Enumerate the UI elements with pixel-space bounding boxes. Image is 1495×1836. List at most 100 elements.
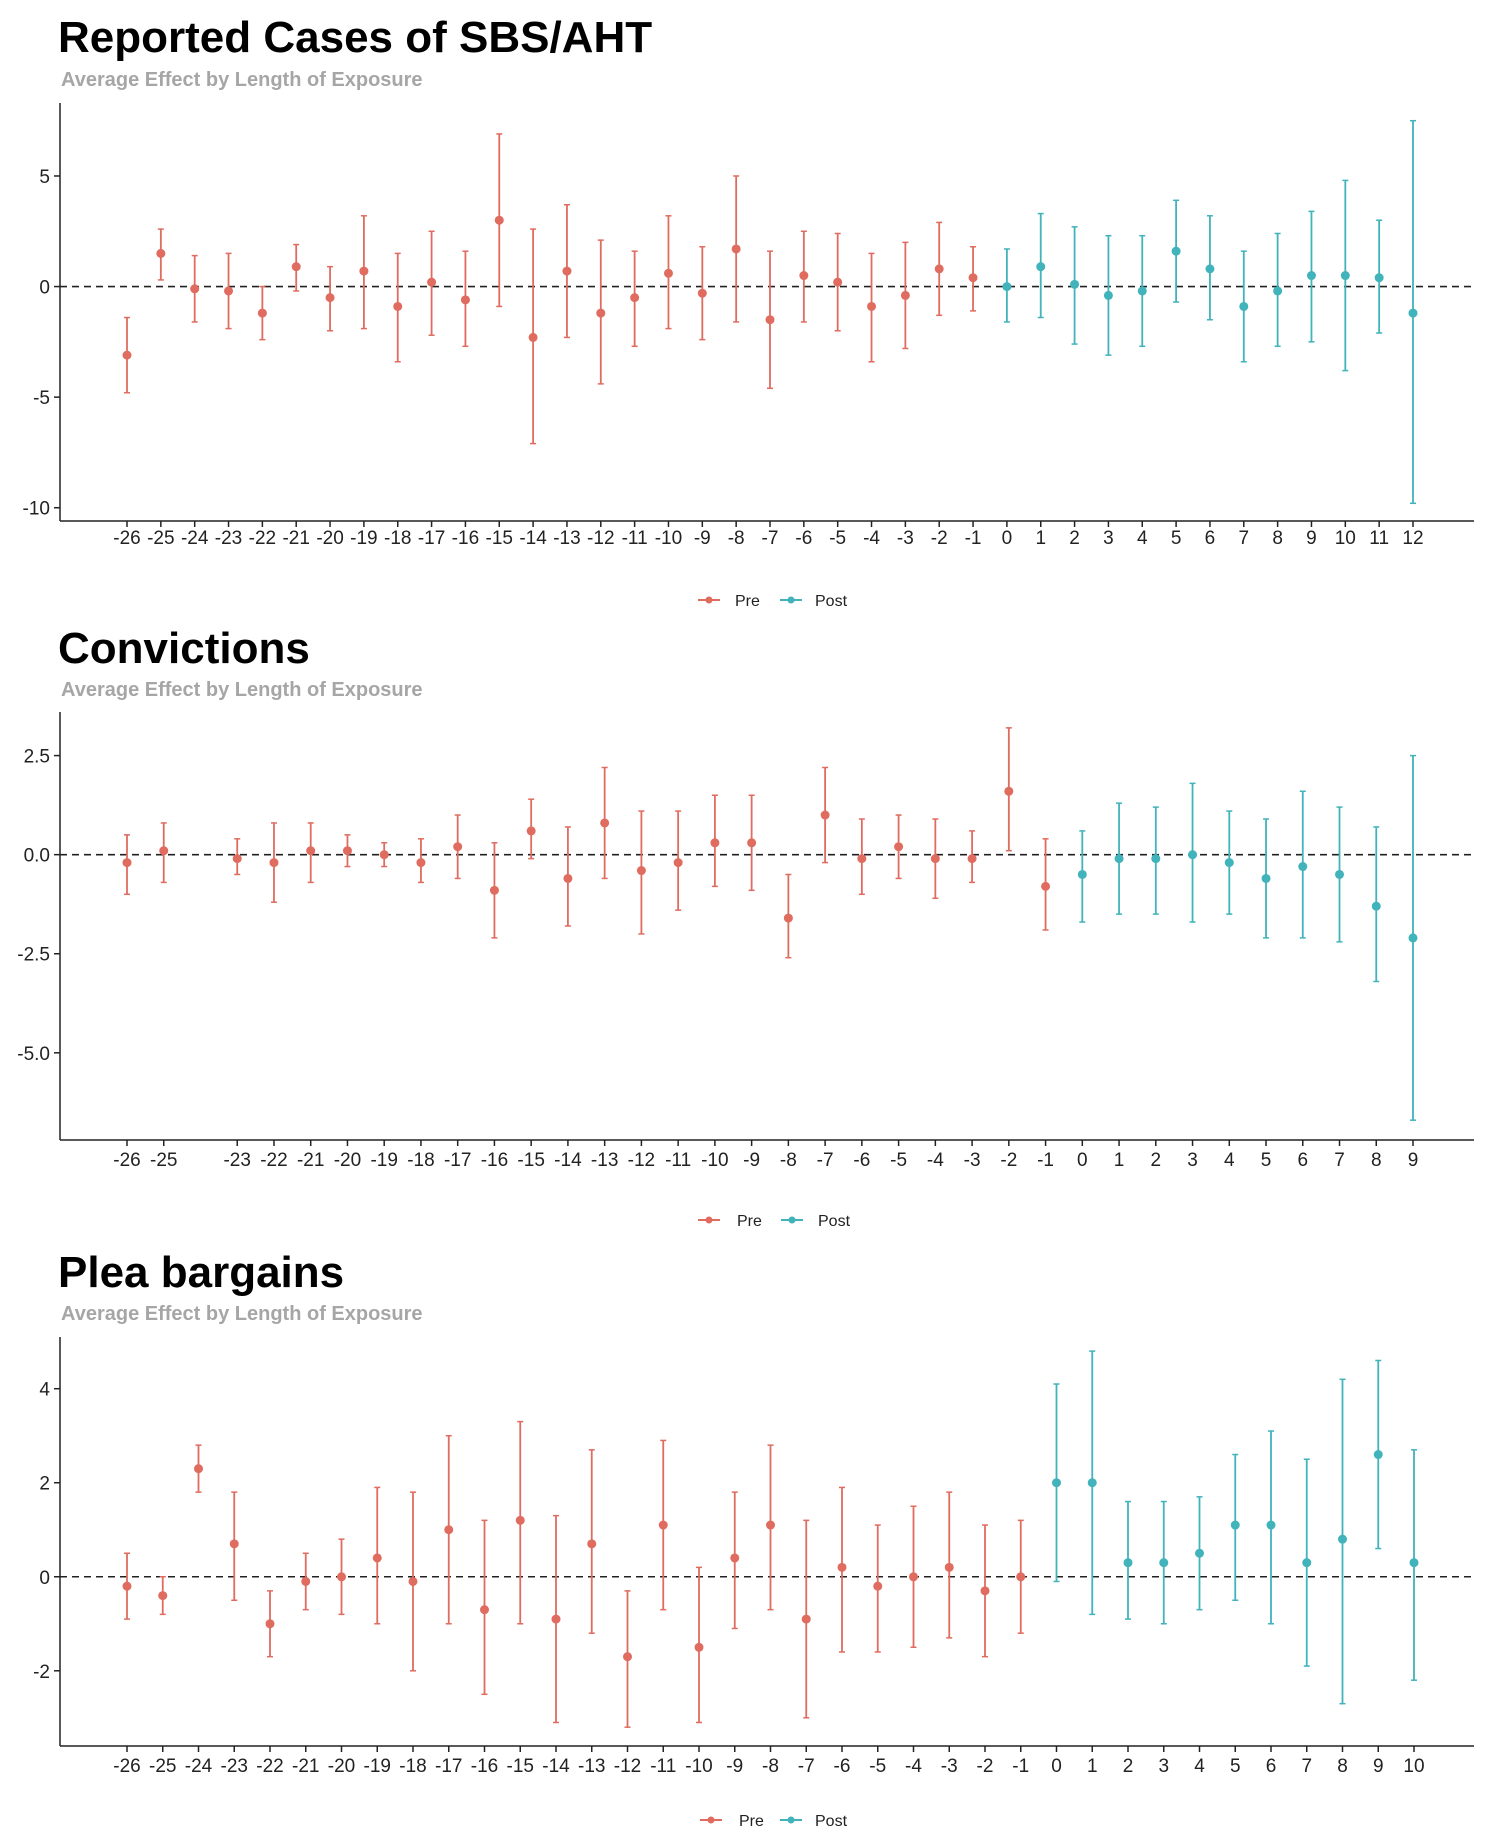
x-tick-label: 8 — [1272, 528, 1283, 549]
x-tick-label: 4 — [1194, 1756, 1205, 1777]
data-point — [1335, 869, 1345, 879]
x-tick-label: 1 — [1035, 528, 1046, 549]
data-point — [710, 838, 720, 848]
x-tick-label: 2 — [1123, 1756, 1134, 1777]
x-tick-label: -7 — [798, 1756, 815, 1777]
data-point — [194, 1464, 203, 1474]
data-point — [968, 273, 978, 283]
x-tick-label: -22 — [256, 1756, 283, 1777]
data-point — [900, 290, 910, 300]
data-point — [1002, 282, 1012, 292]
x-tick-label: 11 — [1369, 528, 1389, 549]
legend-post-marker — [787, 596, 795, 604]
chart-subtitle: Average Effect by Length of Exposure — [61, 69, 423, 91]
data-point — [427, 277, 437, 287]
x-tick-label: -10 — [685, 1756, 712, 1777]
x-tick-label: -1 — [1012, 1756, 1029, 1777]
x-tick-label: -3 — [941, 1756, 958, 1777]
x-tick-label: -3 — [964, 1150, 981, 1171]
y-tick-label: -10 — [23, 499, 50, 520]
x-tick-label: -8 — [762, 1756, 779, 1777]
x-tick-label: -17 — [418, 528, 445, 549]
data-point — [489, 885, 499, 895]
x-tick-label: -11 — [622, 528, 648, 549]
data-point — [1298, 862, 1308, 872]
data-point — [416, 858, 426, 868]
y-tick-label: 4 — [39, 1380, 50, 1401]
data-point — [444, 1525, 454, 1535]
x-tick-label: -15 — [486, 528, 513, 549]
x-tick-label: 0 — [1051, 1756, 1062, 1777]
x-tick-label: -20 — [316, 528, 343, 549]
data-point — [1137, 286, 1147, 296]
y-tick-label: 2.5 — [24, 747, 50, 768]
x-tick-label: 5 — [1171, 528, 1182, 549]
data-point — [934, 264, 944, 274]
y-tick-label: -2.5 — [17, 945, 50, 966]
chart-title: Reported Cases of SBS/AHT — [58, 13, 652, 62]
data-point — [122, 350, 132, 360]
data-point — [731, 244, 741, 254]
data-point — [1036, 262, 1046, 272]
x-tick-label: -23 — [215, 528, 242, 549]
data-point — [515, 1515, 525, 1525]
x-tick-label: -19 — [370, 1150, 397, 1171]
data-point — [1340, 271, 1350, 281]
x-tick-label: -1 — [965, 528, 982, 549]
data-point — [1306, 271, 1316, 281]
data-point — [1408, 933, 1418, 943]
x-tick-label: -26 — [113, 1150, 140, 1171]
x-tick-label: 8 — [1337, 1756, 1348, 1777]
series-post — [1002, 119, 1418, 505]
x-tick-label: -9 — [743, 1150, 760, 1171]
legend-post-marker — [788, 1216, 796, 1224]
plot-area: 2.50.0-2.5-5.0-26 -25 -23 -22 -21 -20 -19 -18 -1… — [17, 712, 1474, 1171]
x-tick-label: -7 — [762, 528, 779, 549]
x-tick-label: 3 — [1103, 528, 1114, 549]
data-point — [630, 293, 640, 303]
y-tick-label: -2 — [33, 1662, 50, 1683]
data-point — [663, 268, 673, 278]
data-point — [301, 1576, 311, 1586]
chart-subtitle: Average Effect by Length of Exposure — [61, 1303, 423, 1325]
data-point — [257, 308, 267, 318]
x-tick-label: -14 — [554, 1150, 582, 1171]
data-point — [269, 858, 279, 868]
data-point — [1224, 858, 1234, 868]
data-point — [944, 1562, 954, 1572]
data-point — [1195, 1548, 1204, 1558]
legend-label-post: Post — [815, 1813, 848, 1830]
legend-label-post: Post — [818, 1213, 851, 1230]
x-tick-label: -7 — [817, 1150, 834, 1171]
x-tick-label: 10 — [1403, 1756, 1424, 1777]
x-tick-label: -19 — [364, 1756, 391, 1777]
x-tick-label: -26 — [113, 528, 140, 549]
legend-pre-marker — [705, 596, 713, 604]
x-tick-label: -4 — [905, 1756, 922, 1777]
x-tick-label: 9 — [1306, 528, 1317, 549]
y-tick-label: 5 — [39, 167, 50, 188]
data-point — [526, 826, 536, 836]
data-point — [1114, 854, 1124, 864]
legend-pre-marker — [707, 1816, 715, 1824]
x-tick-label: 6 — [1297, 1150, 1308, 1171]
x-tick-label: 8 — [1371, 1150, 1382, 1171]
data-point — [122, 858, 132, 868]
data-point — [801, 1614, 811, 1624]
data-point — [159, 846, 169, 856]
chart-title: Plea bargains — [58, 1248, 344, 1297]
x-tick-label: -18 — [407, 1150, 434, 1171]
x-tick-label: -4 — [927, 1150, 944, 1171]
data-point — [265, 1619, 275, 1629]
series-pre — [122, 727, 1051, 959]
data-point — [1205, 264, 1215, 274]
x-tick-label: -11 — [650, 1756, 676, 1777]
data-point — [1273, 286, 1283, 296]
x-tick-label: -25 — [149, 1756, 176, 1777]
x-tick-label: -26 — [113, 1756, 140, 1777]
chart-panel-convictions: Convictions Average Effect by Length of … — [17, 624, 1474, 1230]
data-point — [528, 332, 538, 342]
data-point — [930, 854, 940, 864]
data-point — [623, 1652, 632, 1662]
